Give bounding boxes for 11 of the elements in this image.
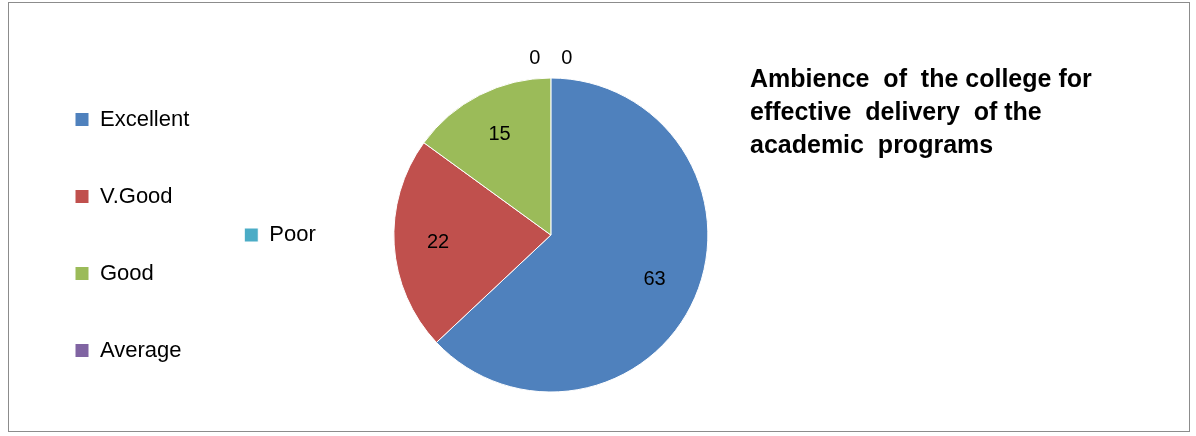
legend-label: Excellent <box>100 105 190 131</box>
data-label: 63 <box>643 267 666 290</box>
legend-label: Average <box>100 336 182 362</box>
text: 0 <box>529 45 541 68</box>
legend-label: Poor <box>269 221 316 247</box>
legend-label: V.Good <box>100 182 173 208</box>
legend-label: Good <box>100 259 154 285</box>
text: Ambience of the college for effective delivery of the academic programs <box>750 63 1093 160</box>
text: 0 <box>561 45 573 68</box>
data-label: 15 <box>488 121 511 144</box>
data-label: 22 <box>426 229 450 252</box>
